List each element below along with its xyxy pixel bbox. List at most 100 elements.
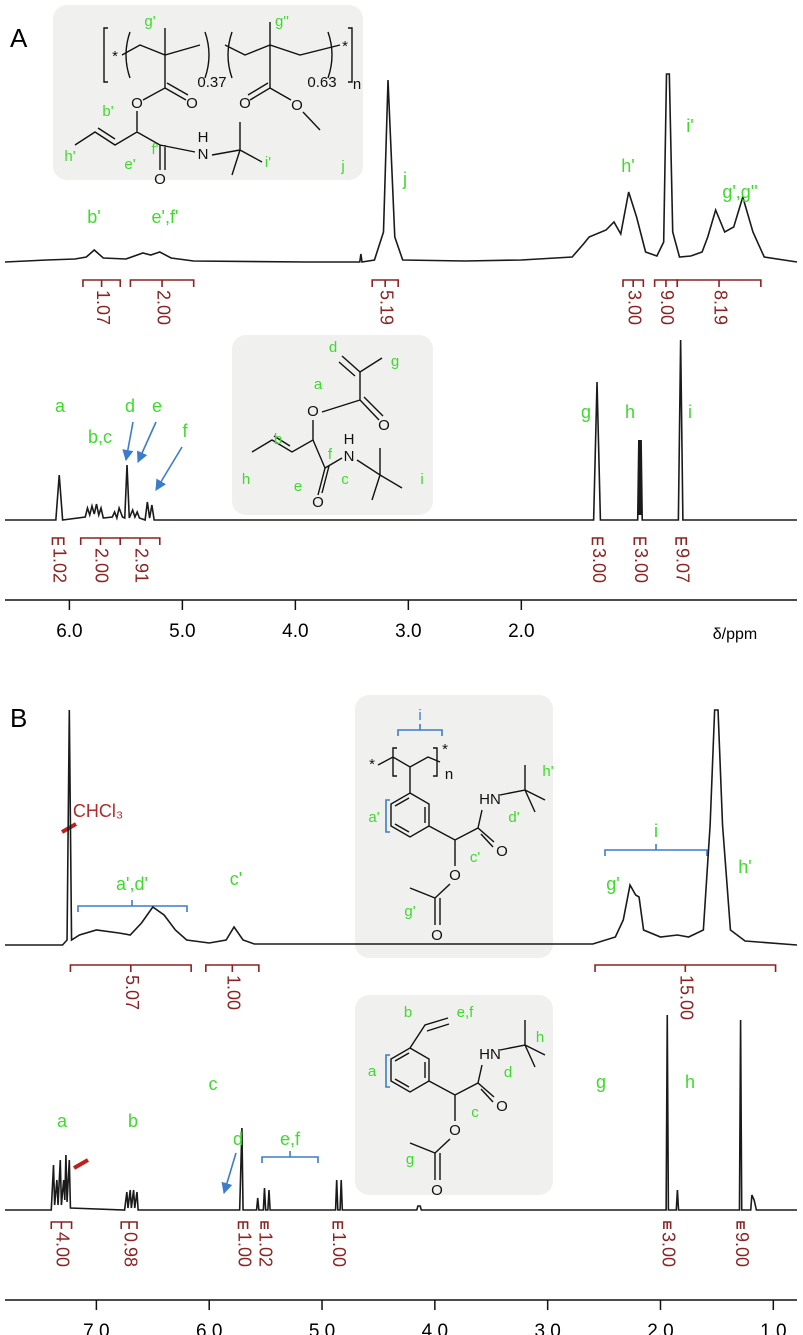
structure-label: i	[418, 707, 421, 724]
peak-label: CHCl₃	[73, 801, 123, 821]
integral-bracket	[675, 537, 688, 545]
peak-label: b	[128, 1111, 138, 1131]
structure-label: O	[449, 1122, 461, 1139]
integral-bracket	[663, 1221, 672, 1229]
structure-label: O	[131, 95, 143, 112]
peak-label: e',f'	[152, 207, 179, 227]
structure-box	[355, 695, 553, 958]
x-tick-label: 1.0	[760, 1321, 786, 1335]
integral-label: 5.19	[376, 290, 396, 325]
peak-label: h	[685, 1072, 695, 1092]
structure-label: O	[239, 95, 251, 112]
structure-label: c	[341, 471, 349, 488]
structure-label: O	[307, 403, 319, 420]
structure-label: b'	[102, 103, 113, 120]
integral-bracket	[82, 279, 122, 287]
bonds	[390, 765, 546, 925]
structure-label: f'	[151, 141, 158, 158]
peak-label: h'	[738, 857, 751, 877]
peak-label: d	[233, 1129, 243, 1149]
peak-label: g	[596, 1072, 606, 1092]
peak-label: e	[152, 396, 162, 416]
structure-label: g	[391, 353, 399, 370]
peak-label: b,c	[88, 427, 112, 447]
structure-label: g''	[275, 13, 289, 30]
integral-bracket	[79, 537, 122, 545]
integral-label: 1.00	[224, 975, 244, 1010]
integral-bracket	[205, 964, 260, 972]
x-tick-label: 3.0	[395, 621, 421, 642]
structure-label: h	[536, 1029, 544, 1046]
structure-label: *	[369, 756, 375, 773]
integral-bracket	[653, 279, 679, 287]
peak-label: c	[209, 1074, 218, 1094]
integral-bracket	[119, 537, 161, 545]
structure-label: h'	[64, 148, 75, 165]
integral-label: 3.00	[631, 548, 651, 583]
integral-label: 8.19	[710, 290, 730, 325]
structure-label: O	[496, 1098, 508, 1115]
peak-label: g',g''	[722, 182, 757, 202]
structure-label: f	[328, 446, 333, 463]
arrow	[221, 1152, 237, 1195]
structure-box	[232, 335, 433, 515]
x-tick-label: 3.0	[534, 1321, 560, 1335]
peak-label: g'	[606, 874, 619, 894]
structure-label: b	[404, 1004, 412, 1021]
structure-label: O	[186, 95, 198, 112]
integral-label: 2.00	[92, 548, 112, 583]
integral-label: 3.00	[624, 290, 644, 325]
x-tick-label: 4.0	[422, 1321, 448, 1335]
structure-label: d	[329, 339, 337, 356]
integral-bracket	[633, 537, 647, 545]
structure-label: e,f	[457, 1004, 475, 1021]
structure-label: e	[294, 478, 302, 495]
peak-label: b'	[87, 207, 100, 227]
structure-label: *	[112, 48, 118, 65]
structure-label: *	[442, 741, 448, 758]
x-axis-label: δ/ppm	[713, 626, 757, 643]
bonds	[409, 1017, 450, 1049]
spectrum	[5, 339, 797, 522]
structure-label: O	[291, 97, 303, 114]
peak-label: c'	[230, 869, 242, 889]
structure-label: i'	[265, 154, 271, 171]
structure-label: O	[496, 843, 508, 860]
bracket	[385, 724, 443, 1088]
integral-label: 2.00	[153, 290, 173, 325]
integral-bracket	[594, 964, 777, 972]
integral-label: 0.98	[120, 1232, 140, 1267]
structure-label: n	[445, 766, 453, 783]
peak-label: g	[581, 402, 591, 422]
structure-label: d'	[508, 809, 519, 826]
structure-label: c'	[470, 849, 481, 866]
structure-label: 0.63	[307, 74, 336, 91]
peak-label: d	[125, 396, 135, 416]
peak-label: a',d'	[116, 874, 148, 894]
bonds	[74, 22, 353, 176]
peak-label: h'	[621, 156, 634, 176]
panel-label: B	[10, 703, 27, 733]
arrow	[155, 446, 183, 491]
structure-label: a	[314, 376, 323, 393]
integral-label: 4.00	[53, 1232, 73, 1267]
peak-label: a	[55, 396, 66, 416]
structure-label: a'	[368, 809, 379, 826]
integral-label: 1.02	[256, 1232, 276, 1267]
peak-label: i'	[686, 116, 693, 136]
marker	[61, 822, 89, 1170]
peak-label: f	[182, 421, 188, 441]
structure-label: g'	[404, 903, 415, 920]
structure-label: n	[353, 76, 361, 93]
integral-bracket	[676, 279, 762, 287]
structure-label: i	[420, 471, 423, 488]
integral-label: 1.00	[234, 1232, 254, 1267]
spectrum	[5, 1014, 797, 1211]
structure-label: h'	[542, 763, 553, 780]
peak-label: j	[402, 169, 407, 189]
integral-label: 3.00	[589, 548, 609, 583]
integral-bracket	[591, 537, 604, 545]
x-tick-label: 5.0	[309, 1321, 335, 1335]
integral-bracket	[50, 1221, 73, 1229]
